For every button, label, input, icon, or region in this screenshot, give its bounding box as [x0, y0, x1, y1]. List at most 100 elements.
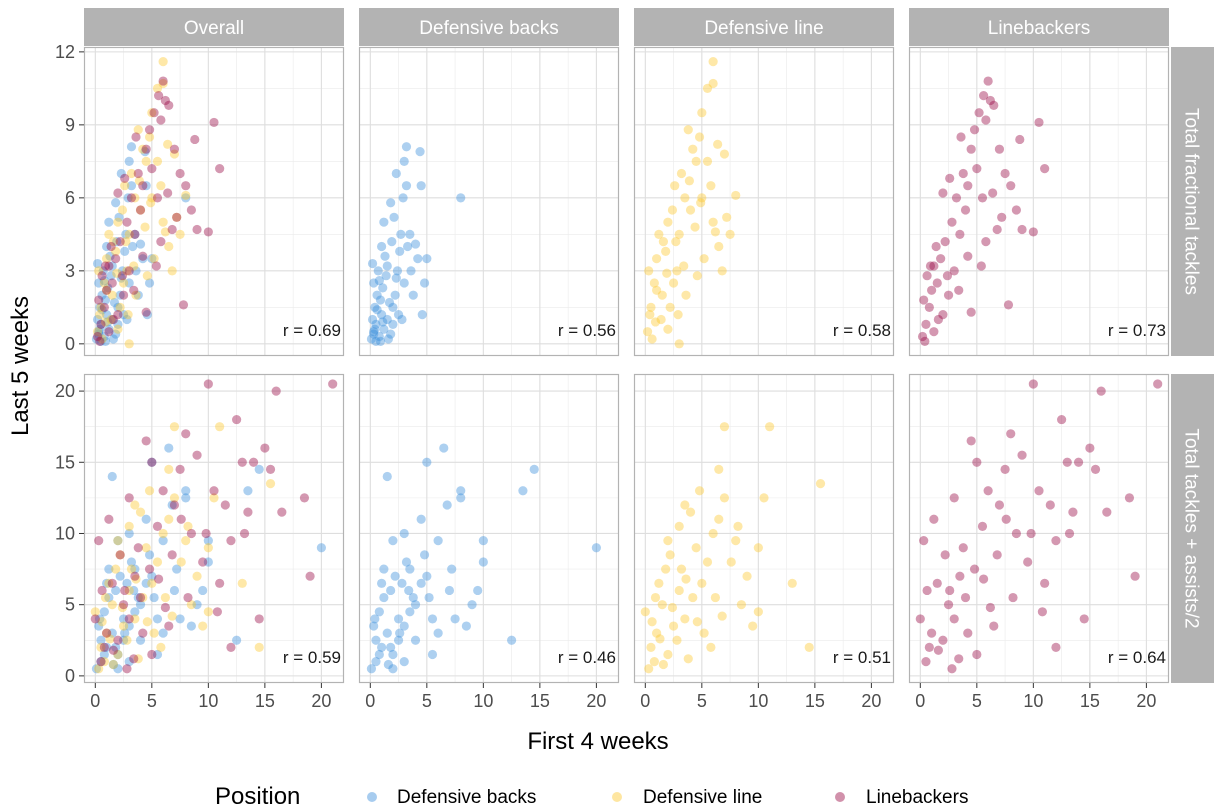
strip-label-defensive-backs: Defensive backs — [419, 18, 558, 39]
point-defensive-backs — [95, 614, 105, 624]
point-defensive-line — [142, 271, 152, 281]
point-defensive-line — [649, 278, 659, 288]
point-linebackers — [932, 578, 942, 588]
point-linebackers — [989, 621, 999, 631]
point-defensive-backs — [104, 324, 114, 334]
y-tick-label: 0 — [65, 666, 75, 686]
point-defensive-line — [135, 205, 146, 215]
point-defensive-backs — [181, 486, 191, 496]
point-defensive-backs — [369, 327, 379, 337]
point-defensive-backs — [115, 571, 125, 581]
panel-border — [83, 373, 345, 684]
point-linebackers — [141, 144, 151, 154]
point-linebackers — [929, 261, 939, 271]
point-linebackers — [997, 212, 1007, 222]
point-defensive-line — [663, 536, 673, 546]
point-defensive-backs — [408, 592, 418, 603]
point-defensive-line — [131, 574, 141, 584]
point-defensive-line — [152, 557, 163, 567]
x-tick-label: 5 — [972, 691, 982, 711]
point-linebackers — [977, 193, 988, 203]
correlation-label: r = 0.64 — [1108, 648, 1166, 667]
point-defensive-backs — [416, 514, 426, 524]
point-defensive-line — [164, 241, 174, 252]
point-defensive-backs — [383, 334, 393, 344]
point-defensive-line — [690, 222, 700, 232]
point-defensive-line — [129, 261, 139, 271]
strip-total-tackles-assists-2 — [1171, 374, 1214, 683]
point-linebackers — [154, 91, 164, 101]
strip-linebackers — [909, 8, 1169, 46]
point-linebackers — [972, 164, 982, 174]
point-defensive-backs — [391, 168, 401, 179]
point-linebackers — [981, 115, 991, 125]
panel-background — [359, 374, 619, 683]
point-defensive-line — [663, 324, 673, 334]
point-defensive-line — [99, 278, 109, 288]
point-linebackers — [1017, 450, 1027, 460]
point-defensive-line — [654, 578, 664, 588]
point-defensive-backs — [456, 486, 466, 496]
point-defensive-backs — [102, 578, 112, 588]
point-defensive-line — [681, 290, 691, 300]
point-linebackers — [147, 649, 157, 660]
point-linebackers — [120, 585, 130, 596]
point-defensive-backs — [141, 181, 151, 191]
point-defensive-line — [107, 290, 117, 300]
point-linebackers — [92, 331, 103, 342]
point-linebackers — [117, 271, 128, 281]
point-defensive-line — [113, 536, 123, 546]
point-linebackers — [186, 205, 196, 215]
point-defensive-backs — [395, 628, 405, 638]
x-axis-title: First 4 weeks — [527, 728, 668, 755]
point-defensive-line — [237, 578, 247, 588]
point-defensive-backs — [370, 324, 380, 334]
point-defensive-line — [726, 557, 736, 567]
point-defensive-backs — [395, 246, 405, 256]
point-defensive-backs — [417, 310, 427, 320]
legend-key-linebackers — [835, 792, 845, 802]
point-defensive-backs — [405, 564, 415, 574]
point-defensive-line — [111, 564, 121, 574]
legend-label-defensive-backs: Defensive backs — [397, 787, 536, 808]
point-defensive-backs — [140, 147, 150, 157]
point-defensive-line — [717, 266, 727, 276]
point-defensive-backs — [392, 266, 403, 276]
point-defensive-line — [215, 422, 225, 432]
point-linebackers — [175, 168, 185, 179]
point-defensive-backs — [399, 657, 409, 667]
correlation-label: r = 0.69 — [283, 321, 341, 340]
point-defensive-backs — [118, 635, 129, 645]
point-defensive-backs — [94, 621, 104, 631]
point-linebackers — [940, 237, 950, 247]
point-linebackers — [212, 607, 222, 617]
point-linebackers — [198, 557, 208, 567]
point-defensive-backs — [379, 324, 389, 334]
point-linebackers — [138, 628, 148, 638]
point-defensive-backs — [380, 251, 390, 261]
point-defensive-backs — [108, 659, 118, 670]
point-linebackers — [107, 278, 117, 288]
point-linebackers — [933, 314, 943, 325]
strip-label-total-tackles-assists-2: Total tackles + assists/2 — [1181, 428, 1202, 628]
point-defensive-line — [126, 564, 137, 574]
point-linebackers — [972, 649, 982, 660]
point-defensive-line — [702, 557, 713, 567]
point-defensive-backs — [397, 314, 407, 325]
y-tick-label: 12 — [55, 42, 75, 62]
point-linebackers — [102, 285, 112, 295]
point-defensive-backs — [172, 564, 182, 574]
point-defensive-line — [710, 592, 720, 603]
point-linebackers — [108, 314, 118, 325]
point-defensive-backs — [377, 642, 387, 653]
point-defensive-line — [133, 125, 143, 135]
point-defensive-backs — [408, 290, 418, 300]
point-linebackers — [1011, 205, 1021, 215]
point-defensive-line — [169, 422, 180, 432]
point-defensive-backs — [126, 181, 137, 191]
point-defensive-backs — [387, 237, 397, 247]
point-defensive-line — [661, 564, 671, 574]
point-defensive-backs — [104, 217, 114, 227]
point-defensive-backs — [106, 271, 116, 281]
